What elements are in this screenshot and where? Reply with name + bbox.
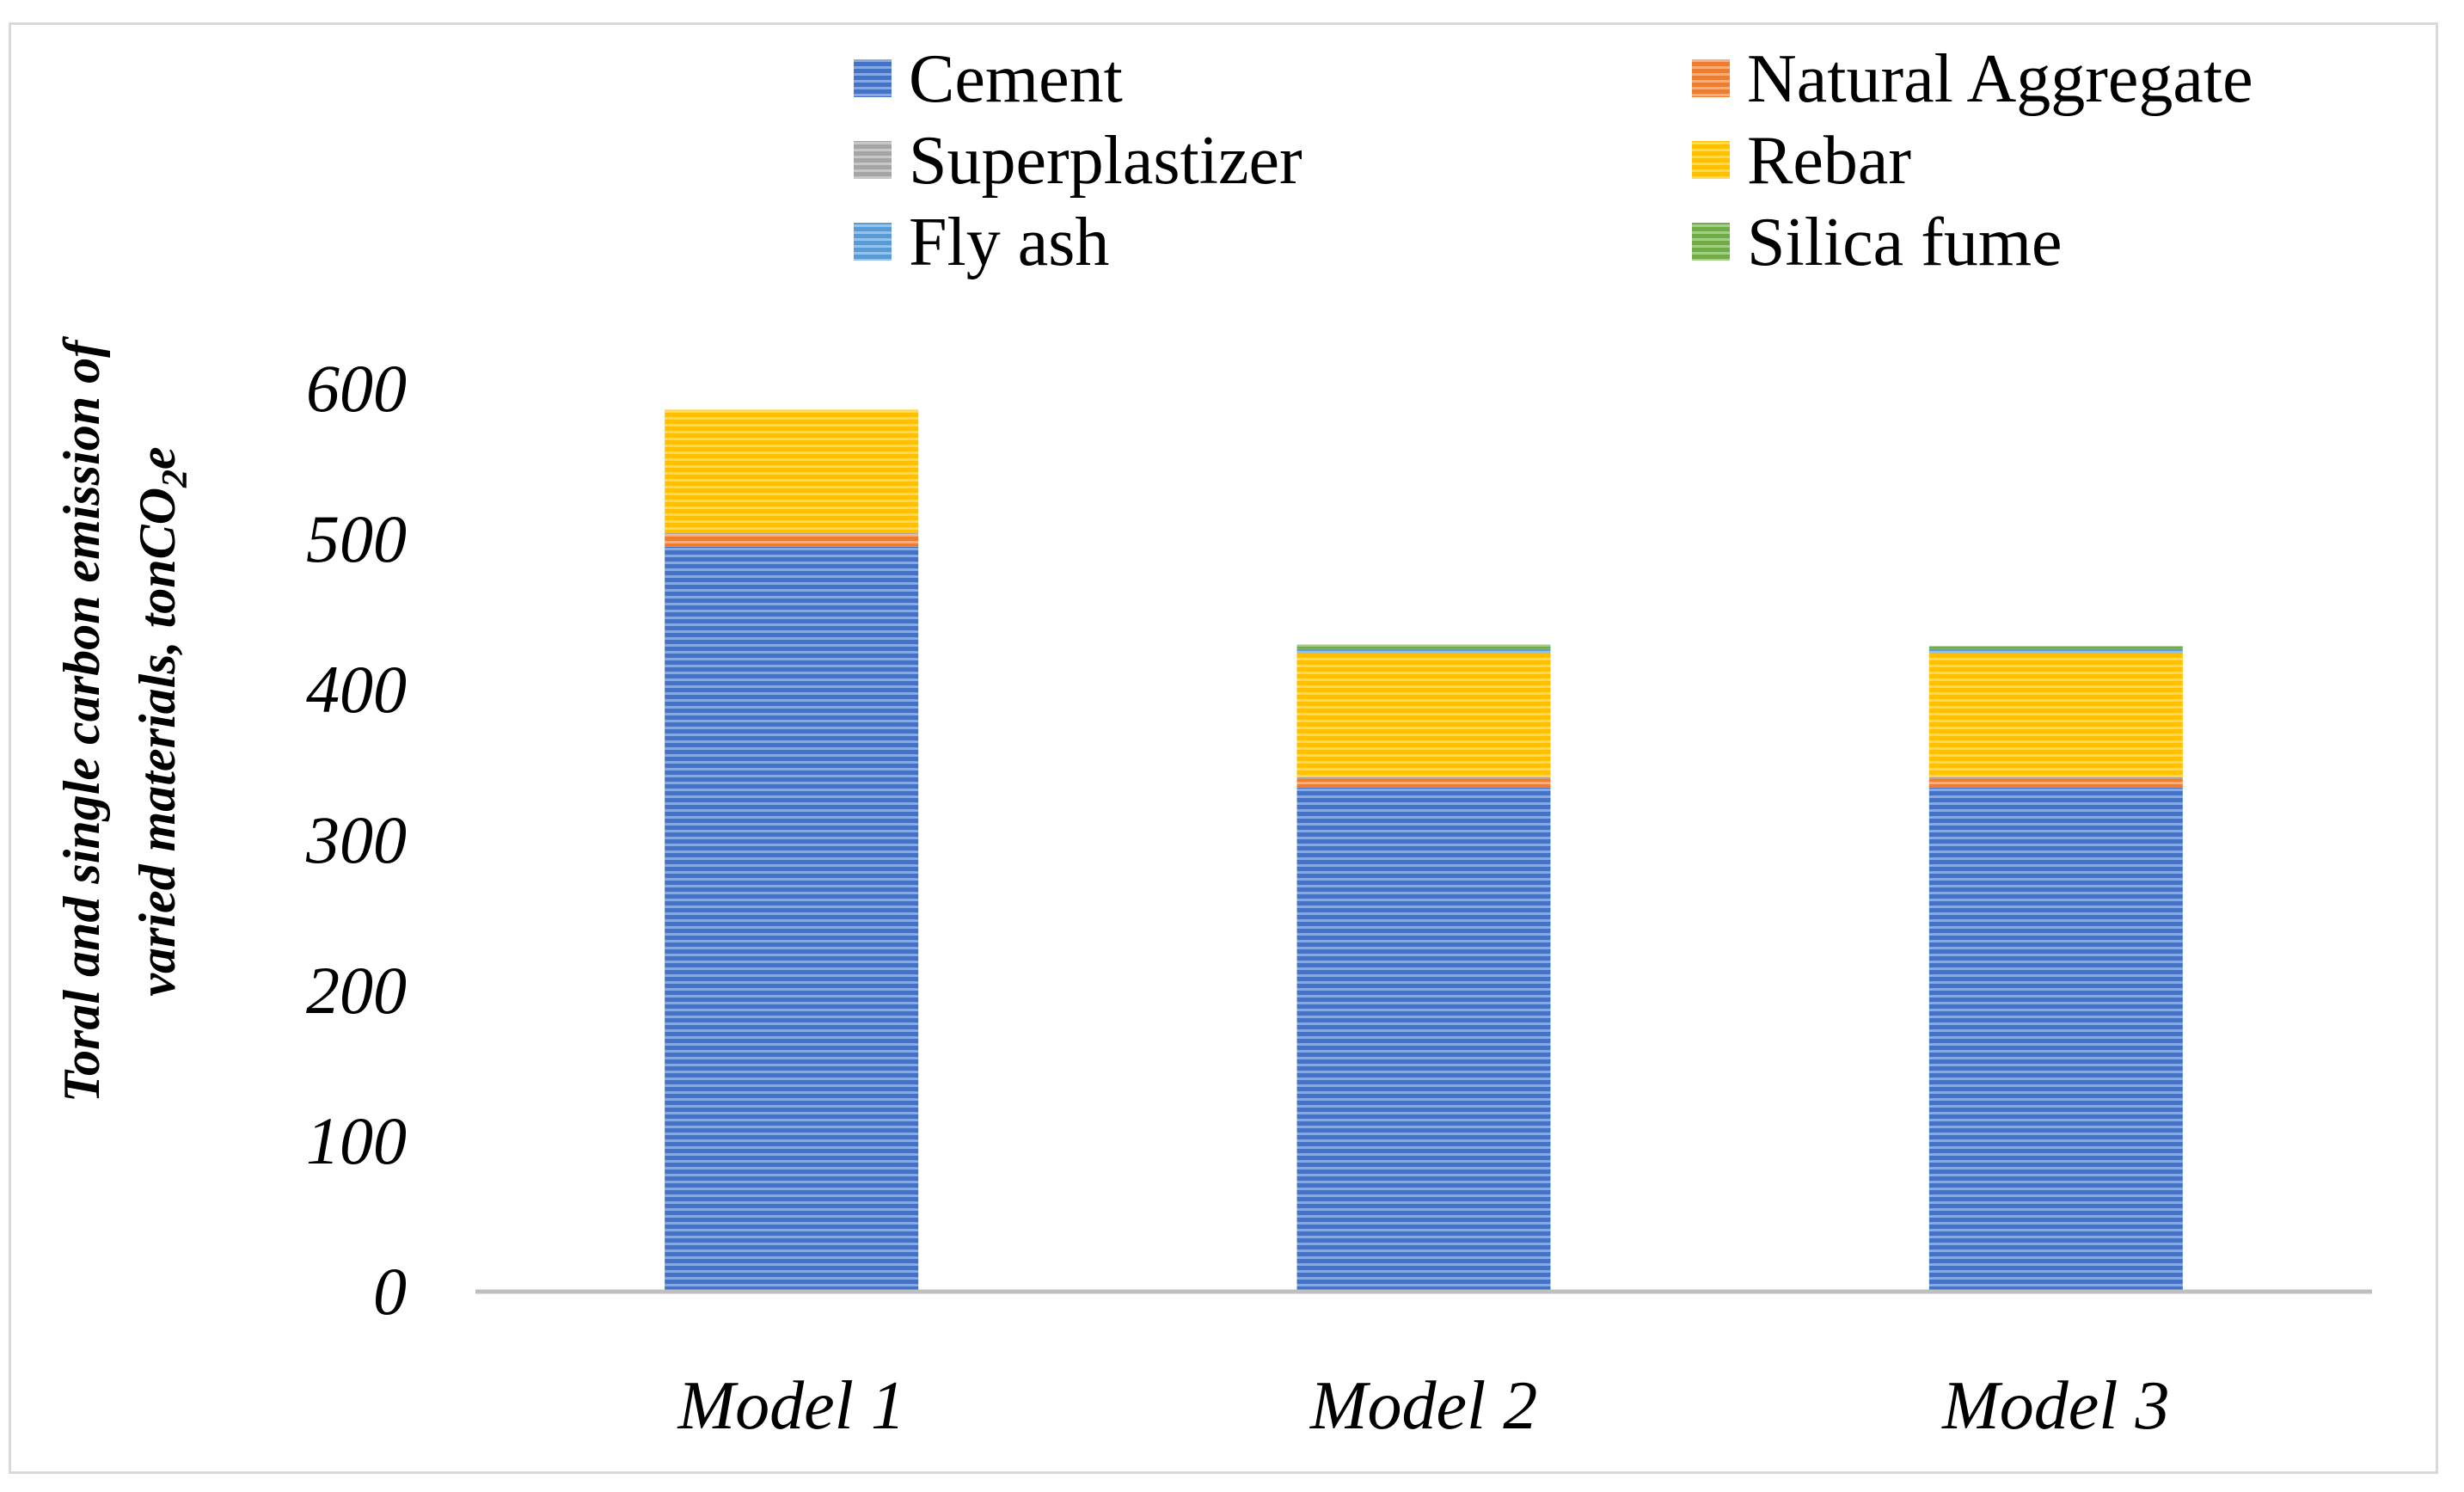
bar-segment-texture [665,534,919,547]
legend-swatch-texture [854,223,892,261]
bar-segment-texture [665,409,919,533]
y-axis-title-line-1: Toral and single carbon emission of [53,336,110,1102]
bar-segment-texture [1928,787,2183,1292]
y-axis-title-main: varied materials, tonCO [129,488,186,997]
x-axis-categories: Model 1 Model 2 Model 3 [677,1368,2169,1444]
legend-swatch-texture [1692,59,1730,97]
bar-stack-model-1 [665,409,919,1292]
y-axis-title-tail: e [129,446,186,470]
legend-label: Superplastizer [909,123,1302,199]
legend-label: Cement [909,41,1123,117]
legend-item-fly-ash: Fly ash [854,205,1109,280]
bars [665,409,2183,1292]
bar-segment-texture [1928,646,2183,649]
bar-segment-texture [1296,778,1551,788]
legend-label: Rebar [1747,123,1911,199]
chart-frame: Cement Natural Aggregate Superplastizer Reb… [9,22,2438,1474]
bar-stack-model-2 [1296,644,1551,1292]
bar-segment-texture [1296,648,1551,654]
x-tick-label: Model 2 [1309,1368,1537,1444]
bar-segment-texture [1928,654,2183,777]
legend-label: Fly ash [909,205,1109,280]
y-axis-title-line-2: varied materials, tonCO2e [129,446,195,996]
legend-item-natural-aggregate: Natural Aggregate [1692,41,2253,117]
y-tick-label: 300 [305,802,407,877]
y-tick-label: 500 [306,501,407,576]
bar-segment-texture [1928,778,2183,788]
legend: Cement Natural Aggregate Superplastizer Reb… [854,41,2253,280]
y-axis-title-subscript: 2 [156,470,195,488]
legend-item-rebar: Rebar [1692,123,1911,199]
legend-swatch-texture [854,59,892,97]
y-axis-ticks: 0 100 200 300 400 500 600 [305,351,407,1329]
bar-segment-texture [1296,777,1551,779]
legend-item-superplastizer: Superplastizer [854,123,1302,199]
y-tick-label: 200 [306,953,407,1028]
legend-item-cement: Cement [854,41,1123,117]
bar-segment-texture [1296,644,1551,649]
legend-label: Silica fume [1747,205,2063,280]
y-tick-label: 400 [306,652,407,727]
bar-segment-texture [665,533,919,535]
bar-stack-model-3 [1928,646,2183,1292]
bar-segment-texture [1296,654,1551,777]
y-tick-label: 100 [306,1103,407,1178]
legend-swatch-texture [1692,223,1730,261]
legend-swatch-texture [1692,141,1730,179]
legend-label: Natural Aggregate [1747,41,2253,117]
bar-segment-texture [665,546,919,1292]
x-tick-label: Model 3 [1941,1368,2169,1444]
legend-item-silica-fume: Silica fume [1692,205,2063,280]
y-tick-label: 600 [306,351,407,426]
bar-segment-texture [1928,648,2183,654]
x-tick-label: Model 1 [677,1368,904,1444]
legend-swatch-texture [854,141,892,179]
stacked-bar-chart: Cement Natural Aggregate Superplastizer Reb… [53,41,2372,1444]
bar-segment-texture [1928,777,2183,779]
bar-segment-texture [1296,787,1551,1292]
y-tick-label: 0 [373,1254,407,1329]
